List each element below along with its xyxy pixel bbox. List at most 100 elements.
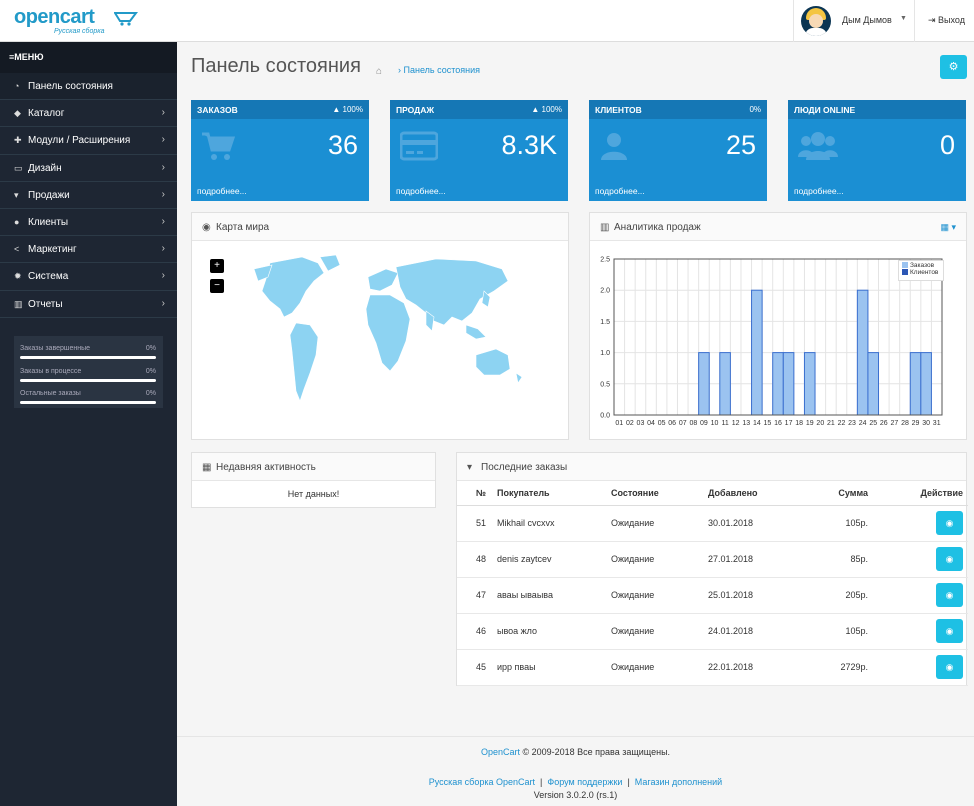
y-tick-label: 2.0 <box>600 288 610 295</box>
world-map[interactable] <box>240 251 540 431</box>
tile-more-link[interactable]: подробнее... <box>197 186 247 196</box>
chevron-right-icon: › <box>161 188 165 200</box>
sidebar-item-sales[interactable]: ▾ Продажи › <box>0 182 177 209</box>
x-tick-label: 09 <box>700 420 708 427</box>
stat-label: Заказы завершенные <box>20 345 91 352</box>
order-customer: ирр пваы <box>497 649 611 686</box>
bar-orders <box>782 352 795 416</box>
empty-message: Нет данных! <box>287 489 340 499</box>
order-total: 105р. <box>808 505 868 542</box>
x-tick-label: 28 <box>901 420 909 427</box>
chevron-right-icon: › <box>161 243 165 255</box>
x-tick-label: 03 <box>637 420 645 427</box>
opencart-logo[interactable]: opencart Русская сборка <box>14 6 144 38</box>
settings-button[interactable]: ⚙ <box>940 55 967 79</box>
sidebar-item-system[interactable]: ✹ Система › <box>0 263 177 291</box>
breadcrumb[interactable]: › Панель состояния <box>398 65 480 75</box>
x-tick-label: 21 <box>827 420 835 427</box>
view-order-button[interactable]: ◉ <box>936 655 963 679</box>
view-order-button[interactable]: ◉ <box>936 583 963 607</box>
table-row: 46 ывоа жло Ожидание 24.01.2018 105р. ◉ <box>457 613 968 650</box>
sidebar-item-catalog[interactable]: ◆ Каталог › <box>0 100 177 128</box>
footer-link[interactable]: Магазин дополнений <box>634 777 723 787</box>
logo-cart-icon <box>114 12 138 26</box>
user-dropdown[interactable]: Дым Дымов ▼ <box>793 0 915 42</box>
bar-orders <box>751 289 763 416</box>
order-status: Ожидание <box>611 541 708 578</box>
menu-header: ≡МЕНЮ <box>0 42 177 73</box>
view-order-button[interactable]: ◉ <box>936 547 963 571</box>
cart-icon: ▾ <box>467 462 473 473</box>
breadcrumb-link[interactable]: Панель состояния <box>403 65 480 75</box>
footer-link[interactable]: Форум поддержки <box>547 777 623 787</box>
order-date: 30.01.2018 <box>708 505 808 542</box>
x-tick-label: 19 <box>806 420 814 427</box>
stat-percent: 0% <box>145 367 156 375</box>
x-tick-label: 05 <box>658 420 666 427</box>
chevron-right-icon: › <box>161 297 165 309</box>
view-order-button[interactable]: ◉ <box>936 619 963 643</box>
x-tick-label: 04 <box>647 420 655 427</box>
stat-label: Заказы в процессе <box>20 367 82 375</box>
stat-percent: 0% <box>145 390 156 397</box>
footer-brand-link[interactable]: OpenCart <box>480 747 520 757</box>
sidebar-item-design[interactable]: ▭ Дизайн › <box>0 155 177 182</box>
y-tick-label: 2.5 <box>600 257 610 264</box>
sidebar-item-marketing[interactable]: < Маркетинг › <box>0 236 177 264</box>
footer-version: Version 3.0.2.0 (rs.1) <box>533 790 618 800</box>
panel-title: Недавняя активность <box>216 462 316 473</box>
logout-link[interactable]: ⇥ Выход <box>928 15 965 26</box>
tile-more-link[interactable]: подробнее... <box>396 186 446 196</box>
sidebar-item-dashboard[interactable]: ◔ Панель состояния <box>0 73 177 101</box>
zoom-out-button[interactable]: − <box>210 279 224 293</box>
logo-text: opencart <box>14 6 95 28</box>
sales-analytics-panel: ▥ Аналитика продаж ▦ ▾ 0.0 0.5 1.0 1.5 2.0 2.5… <box>589 212 967 440</box>
x-tick-label: 02 <box>626 420 634 427</box>
view-order-button[interactable]: ◉ <box>936 511 963 535</box>
bar-orders <box>698 352 710 416</box>
calendar-range-dropdown[interactable]: ▦ ▾ <box>940 222 956 233</box>
recent-activity-panel: ▦ Недавняя активность Нет данных! <box>191 452 436 508</box>
x-tick-label: 29 <box>912 420 920 427</box>
tile-value: 0 <box>939 130 955 160</box>
sidebar-item-reports[interactable]: ▥ Отчеты › <box>0 291 177 318</box>
latest-orders-panel: ▾ Последние заказы № Покупатель Состояние… <box>456 452 968 686</box>
tile-header: ЛЮДИ ONLINE <box>788 100 966 119</box>
caret-down-icon: ▾ <box>951 222 956 232</box>
order-customer: Mikhail cvcxvx <box>497 505 611 542</box>
chevron-right-icon: › <box>161 161 165 173</box>
order-date: 24.01.2018 <box>708 613 808 650</box>
x-tick-label: 15 <box>764 420 772 427</box>
sidebar-item-extensions[interactable]: ✚ Модули / Расширения › <box>0 127 177 155</box>
order-action: ◉ <box>868 541 968 578</box>
tile-sales: ПРОДАЖ ▲ 100% 8.3K подробнее... <box>390 100 568 201</box>
chart-legend: Заказов Клиентов <box>898 260 944 281</box>
sidebar-item-label: Клиенты <box>28 216 69 228</box>
dashboard-icon: ◔ <box>14 81 20 91</box>
home-icon[interactable]: ⌂ <box>376 66 383 77</box>
tile-more-link[interactable]: подробнее... <box>595 186 645 196</box>
order-action: ◉ <box>868 577 968 614</box>
chevron-right-icon: › <box>161 107 165 119</box>
zoom-in-button[interactable]: + <box>210 259 224 273</box>
user-icon <box>601 133 627 160</box>
panel-heading: ▦ Недавняя активность <box>192 453 435 481</box>
table-header-row: № Покупатель Состояние Добавлено Сумма Д… <box>457 481 968 506</box>
sidebar-item-label: Система <box>28 271 69 283</box>
sign-out-icon: ⇥ <box>928 15 939 25</box>
logout-label: Выход <box>938 15 965 25</box>
x-tick-label: 12 <box>732 420 740 427</box>
y-tick-label: 0.0 <box>600 413 610 420</box>
sidebar-item-label: Панель состояния <box>28 81 113 92</box>
order-customer: аваы ываыва <box>497 577 611 614</box>
order-customer: denis zaytcev <box>497 541 611 578</box>
y-tick-label: 1.0 <box>600 350 610 357</box>
tile-more-link[interactable]: подробнее... <box>794 186 844 196</box>
tile-label: ЗАКАЗОВ <box>197 105 238 115</box>
sidebar-item-customers[interactable]: ● Клиенты › <box>0 209 177 237</box>
order-status: Ожидание <box>611 505 708 542</box>
user-icon: ● <box>14 216 20 227</box>
x-tick-label: 24 <box>859 420 867 427</box>
tile-percent: ▲ 100% <box>531 105 562 114</box>
footer-link[interactable]: Русская сборка OpenCart <box>428 777 536 787</box>
